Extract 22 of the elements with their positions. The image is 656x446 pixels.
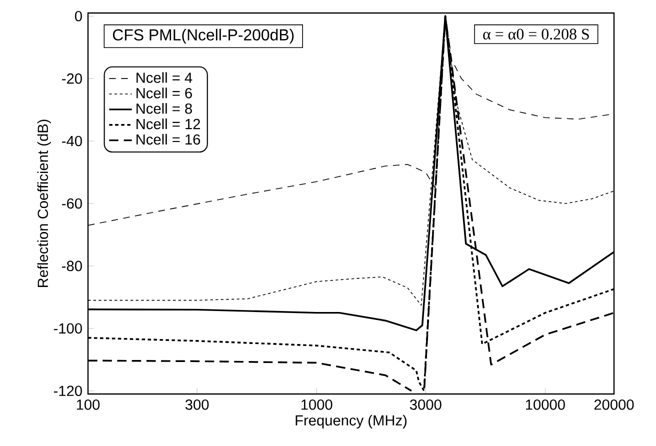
x-axis-title: Frequency (MHz) xyxy=(296,414,407,428)
y-tick-label: -60 xyxy=(62,198,82,209)
x-tick-label: 3000 xyxy=(410,399,442,410)
legend-label: Ncell = 16 xyxy=(136,134,200,145)
legend-label: Ncell = 4 xyxy=(136,72,192,83)
y-tick-label: -40 xyxy=(62,136,82,146)
x-tick-label: 100 xyxy=(76,399,100,410)
y-axis-title: Reflection Coefficient (dB) xyxy=(37,120,51,288)
y-tick-label: -80 xyxy=(62,260,82,272)
annotation: α = α0 = 0.208 S xyxy=(483,28,589,40)
legend-label: Ncell = 6 xyxy=(136,88,192,98)
y-tick-label: 0 xyxy=(74,10,82,22)
y-tick-label: -100 xyxy=(54,323,82,334)
x-tick-label: 1000 xyxy=(301,399,332,410)
y-tick-label: -120 xyxy=(54,386,82,396)
annotation: CFS PML(Ncell-P-200dB) xyxy=(112,28,294,44)
legend-label: Ncell = 12 xyxy=(136,118,200,130)
legend-label: Ncell = 8 xyxy=(136,103,192,114)
x-tick-label: 300 xyxy=(185,399,209,410)
x-tick-label: 10000 xyxy=(526,399,565,410)
y-tick-label: -20 xyxy=(62,73,82,84)
x-tick-label: 20000 xyxy=(594,399,634,410)
